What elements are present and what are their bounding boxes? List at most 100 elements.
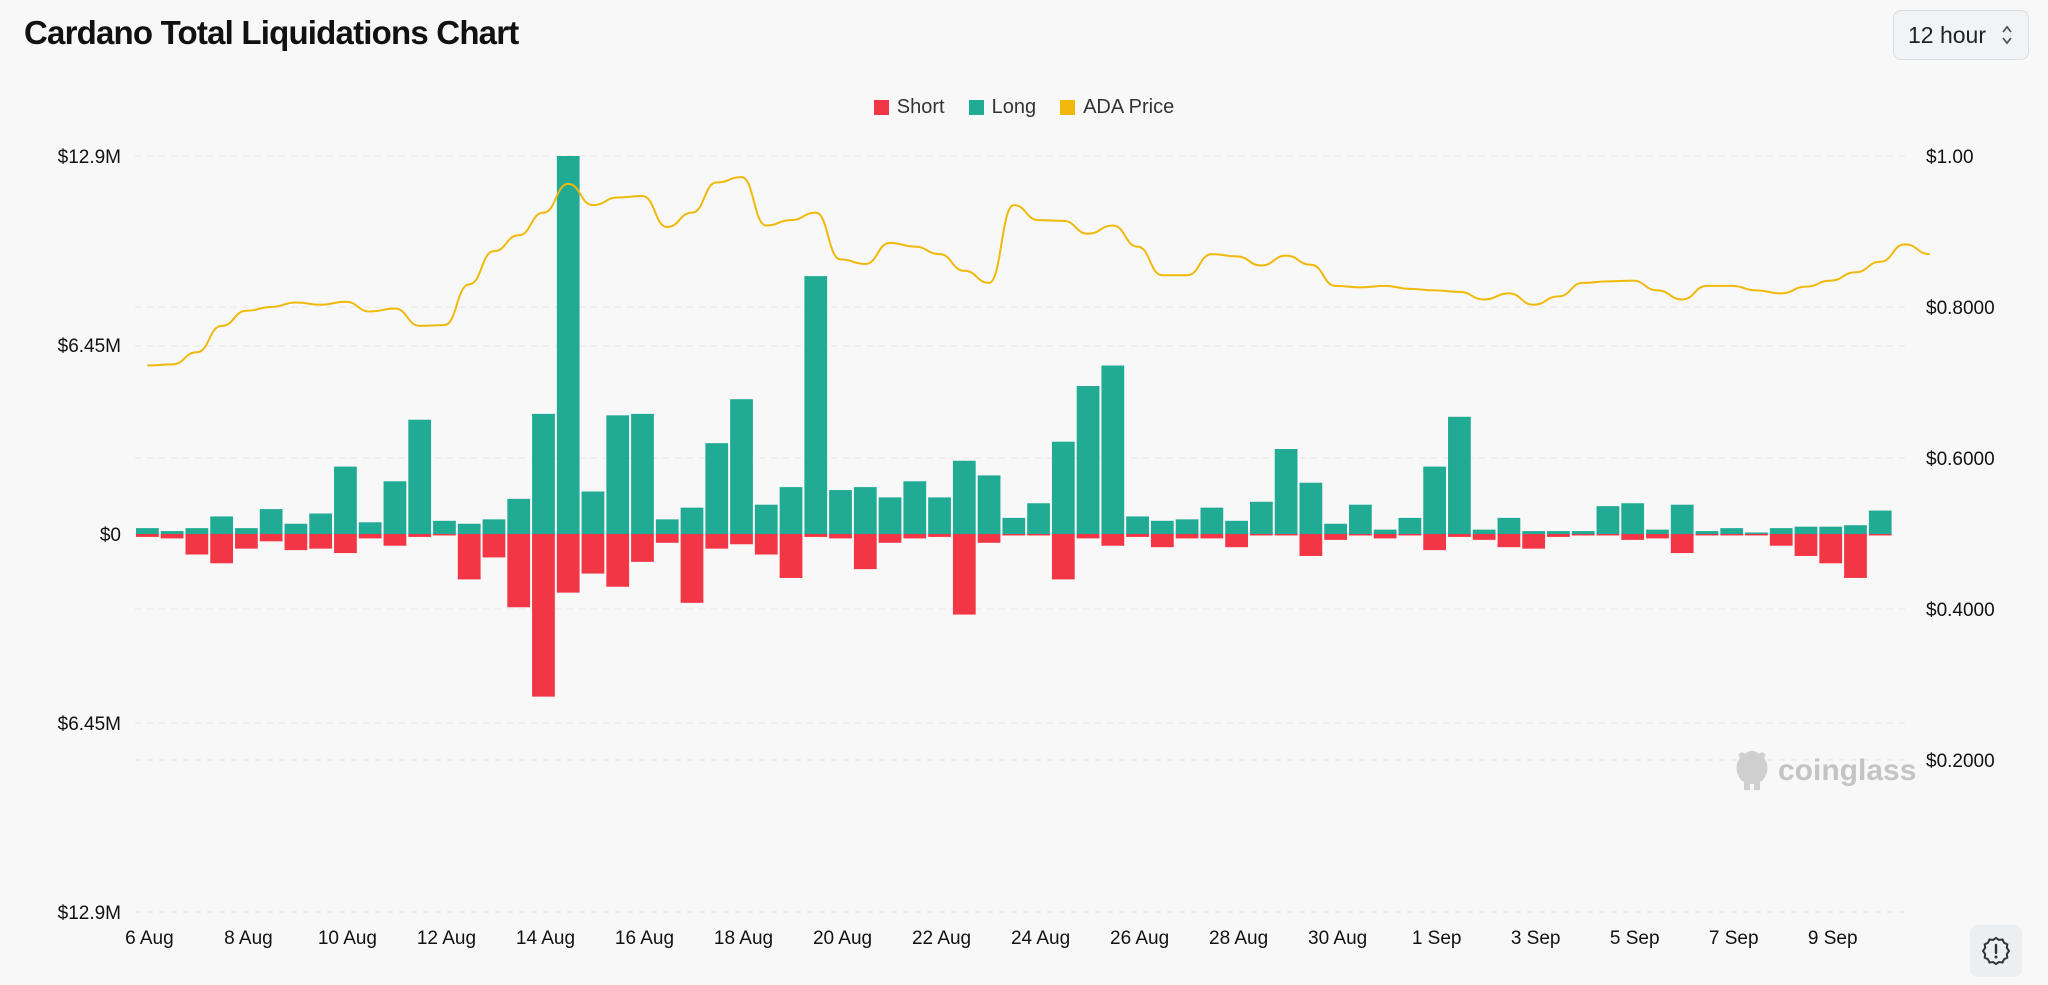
x-tick-label: 10 Aug [318, 928, 377, 949]
short-bar [1596, 534, 1620, 536]
short-bar [1373, 534, 1397, 539]
short-bar [1002, 534, 1026, 536]
short-bar [309, 534, 333, 549]
long-bar [1769, 528, 1793, 534]
interval-select[interactable]: 12 hour [1893, 10, 2029, 60]
y-left-tick-label: $6.45M [58, 336, 121, 357]
y-right-tick-label: $0.2000 [1926, 751, 1995, 772]
long-bar [136, 528, 159, 534]
short-bar [1200, 534, 1224, 539]
long-bar [853, 487, 877, 534]
short-bar [853, 534, 877, 570]
x-tick-label: 22 Aug [912, 928, 971, 949]
long-bar [383, 481, 407, 534]
short-bar [1547, 534, 1570, 537]
long-bar [754, 504, 778, 534]
long-bar [1497, 517, 1521, 534]
coinglass-logo-icon [1736, 751, 1768, 790]
short-bar [556, 534, 580, 593]
short-bar [655, 534, 679, 543]
long-bar [705, 443, 729, 534]
short-bar [284, 534, 308, 551]
long-bar [334, 466, 357, 534]
long-bar [1225, 520, 1248, 534]
long-bar [1249, 501, 1273, 534]
legend-label: ADA Price [1083, 96, 1175, 118]
short-bar [1646, 534, 1669, 539]
short-bar [1076, 534, 1100, 539]
long-bar [185, 528, 209, 534]
watermark-text: coinglass [1778, 754, 1917, 787]
y-right-tick-label: $1.00 [1926, 147, 1974, 168]
long-bar [1002, 517, 1026, 534]
settings-button[interactable] [1970, 925, 2022, 977]
short-bar [160, 534, 184, 539]
long-bar [1547, 531, 1570, 534]
short-bar [408, 534, 432, 537]
short-bar [1522, 534, 1546, 549]
short-bar [1398, 534, 1422, 536]
legend-swatch [968, 100, 984, 115]
interval-select-value: 12 hour [1908, 21, 1987, 48]
long-bar [1819, 526, 1843, 534]
long-bar [804, 276, 828, 534]
long-bar [1423, 466, 1447, 534]
ada-price-line [147, 176, 1930, 367]
x-tick-label: 30 Aug [1308, 928, 1367, 949]
short-bar [185, 534, 209, 555]
long-bar [1571, 531, 1595, 534]
short-bar [1794, 534, 1818, 556]
y-left-tick-label: $12.9M [58, 147, 121, 168]
long-bar [1621, 503, 1645, 534]
short-bar [581, 534, 605, 574]
short-bar [878, 534, 902, 543]
long-bar [433, 520, 456, 534]
long-bar [1695, 531, 1719, 534]
short-bar [1448, 534, 1471, 537]
short-bar [1497, 534, 1521, 548]
short-bar [1126, 534, 1149, 537]
short-bar [804, 534, 828, 537]
x-tick-label: 18 Aug [714, 928, 773, 949]
legend-ada-price[interactable]: ADA Price [1060, 96, 1174, 119]
long-bar [680, 507, 704, 534]
x-tick-label: 8 Aug [224, 928, 273, 949]
long-bar [482, 519, 506, 534]
long-bar [878, 497, 902, 534]
long-bar [358, 522, 382, 534]
x-tick-label: 12 Aug [417, 928, 476, 949]
long-bar [1299, 482, 1323, 534]
long-bar [507, 498, 531, 534]
long-bar [1596, 506, 1620, 534]
y-left-tick-label: $6.45M [58, 714, 121, 735]
long-bar [1720, 528, 1744, 534]
legend-short[interactable]: Short [873, 96, 945, 119]
legend-long[interactable]: Long [968, 96, 1036, 119]
short-bar [507, 534, 531, 608]
short-bar [1051, 534, 1075, 580]
long-bar [1027, 503, 1050, 534]
short-bar [1324, 534, 1348, 540]
long-bar [730, 399, 753, 534]
long-bar [928, 497, 951, 534]
long-bar [1101, 365, 1125, 534]
x-tick-label: 26 Aug [1110, 928, 1169, 949]
long-bar [1868, 510, 1892, 534]
short-bar [334, 534, 357, 554]
y-right-tick-label: $0.6000 [1926, 449, 1995, 470]
long-bar [259, 509, 283, 534]
x-tick-label: 16 Aug [615, 928, 674, 949]
y-right-tick-label: $0.4000 [1926, 600, 1995, 621]
long-bar [1324, 523, 1348, 534]
short-bar [532, 534, 555, 697]
short-bar [1101, 534, 1125, 546]
long-bar [952, 460, 976, 534]
long-bar [655, 519, 679, 534]
long-bar [1150, 520, 1174, 534]
short-bar [1868, 534, 1892, 536]
short-bar [1249, 534, 1273, 536]
short-bar [1349, 534, 1372, 536]
short-bar [680, 534, 704, 603]
short-bar [705, 534, 729, 549]
